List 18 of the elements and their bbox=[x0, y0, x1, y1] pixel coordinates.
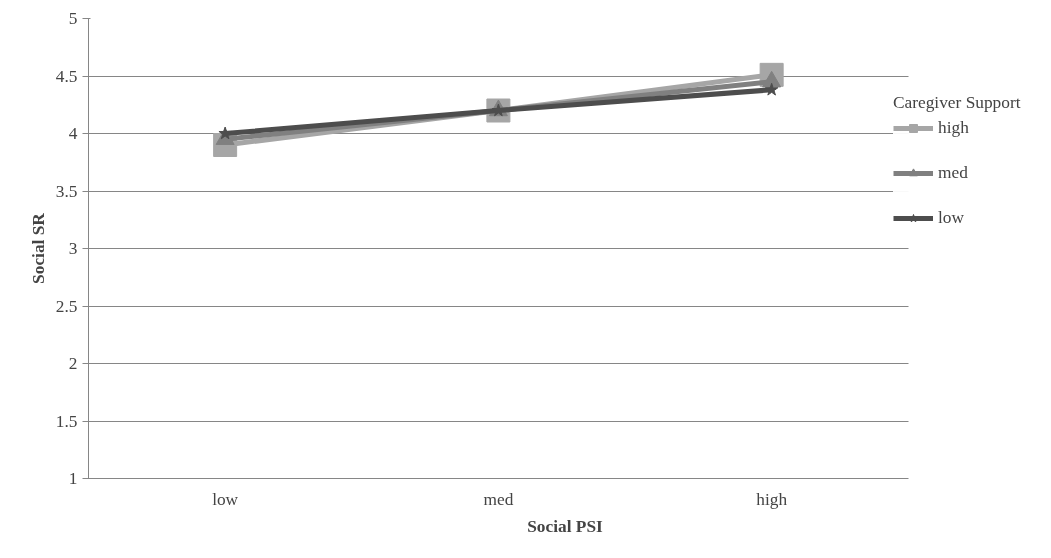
y-tick-label: 4.5 bbox=[55, 66, 78, 86]
y-tick-label: 2.5 bbox=[55, 296, 78, 316]
x-tick-label: high bbox=[756, 489, 788, 509]
y-axis-title: Social SR bbox=[28, 212, 48, 284]
x-axis-title: Social PSI bbox=[527, 516, 604, 536]
y-tick-label: 1.5 bbox=[55, 411, 78, 431]
x-tick-label: med bbox=[483, 489, 514, 509]
y-tick-label: 1 bbox=[68, 469, 78, 488]
x-tick-label: low bbox=[212, 489, 239, 509]
y-tick-label: 4 bbox=[68, 124, 78, 143]
y-tick-label: 2 bbox=[68, 354, 78, 373]
y-tick-label: 3 bbox=[68, 239, 78, 258]
legend-title: Caregiver Support bbox=[893, 93, 1021, 113]
y-tick-label: 5 bbox=[68, 9, 78, 28]
legend-label: high bbox=[938, 118, 969, 138]
y-tick-label: 3.5 bbox=[55, 181, 78, 201]
legend-label: med bbox=[938, 163, 968, 183]
legend-label: low bbox=[938, 208, 964, 228]
